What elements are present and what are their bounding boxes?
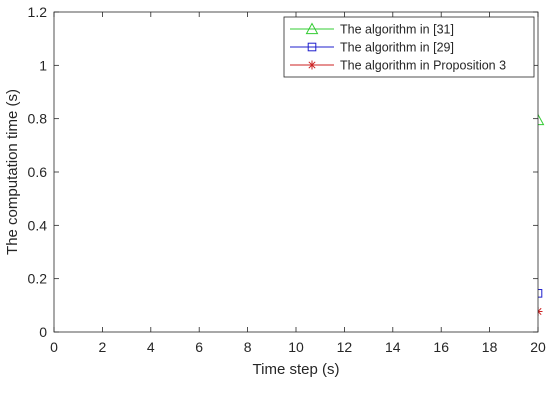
y-tick-label: 0 (39, 324, 47, 340)
y-tick-label: 0.6 (28, 164, 48, 180)
x-axis-label: Time step (s) (253, 361, 340, 378)
x-tick-label: 4 (147, 339, 155, 355)
legend-marker (307, 60, 317, 70)
y-axis-label: The computation time (s) (4, 89, 21, 255)
x-tick-label: 14 (385, 339, 401, 355)
legend-item: The algorithm in Proposition 3 (290, 59, 506, 73)
legend-marker (305, 22, 319, 35)
x-tick-label: 0 (50, 339, 58, 355)
x-tick-label: 16 (433, 339, 449, 355)
x-tick-label: 12 (337, 339, 353, 355)
x-tick-label: 6 (195, 339, 203, 355)
y-tick-label: 1.2 (28, 4, 48, 20)
y-tick-label: 0.8 (28, 111, 48, 127)
legend-label: The algorithm in [29] (340, 41, 454, 55)
y-tick-label: 0.4 (28, 217, 48, 233)
legend-item: The algorithm in [31] (290, 22, 454, 37)
legend-marker (307, 42, 317, 52)
x-tick-label: 2 (99, 339, 107, 355)
legend-label: The algorithm in Proposition 3 (340, 59, 506, 73)
y-tick-label: 1 (39, 57, 47, 73)
x-tick-label: 10 (288, 339, 304, 355)
x-tick-label: 18 (482, 339, 498, 355)
x-tick-label: 8 (244, 339, 252, 355)
legend: The algorithm in [31] The algorithm in [2… (283, 16, 535, 78)
x-tick-label: 20 (530, 339, 546, 355)
legend-label: The algorithm in [31] (340, 23, 454, 37)
legend-item: The algorithm in [29] (290, 41, 454, 55)
y-tick-label: 0.2 (28, 271, 48, 287)
